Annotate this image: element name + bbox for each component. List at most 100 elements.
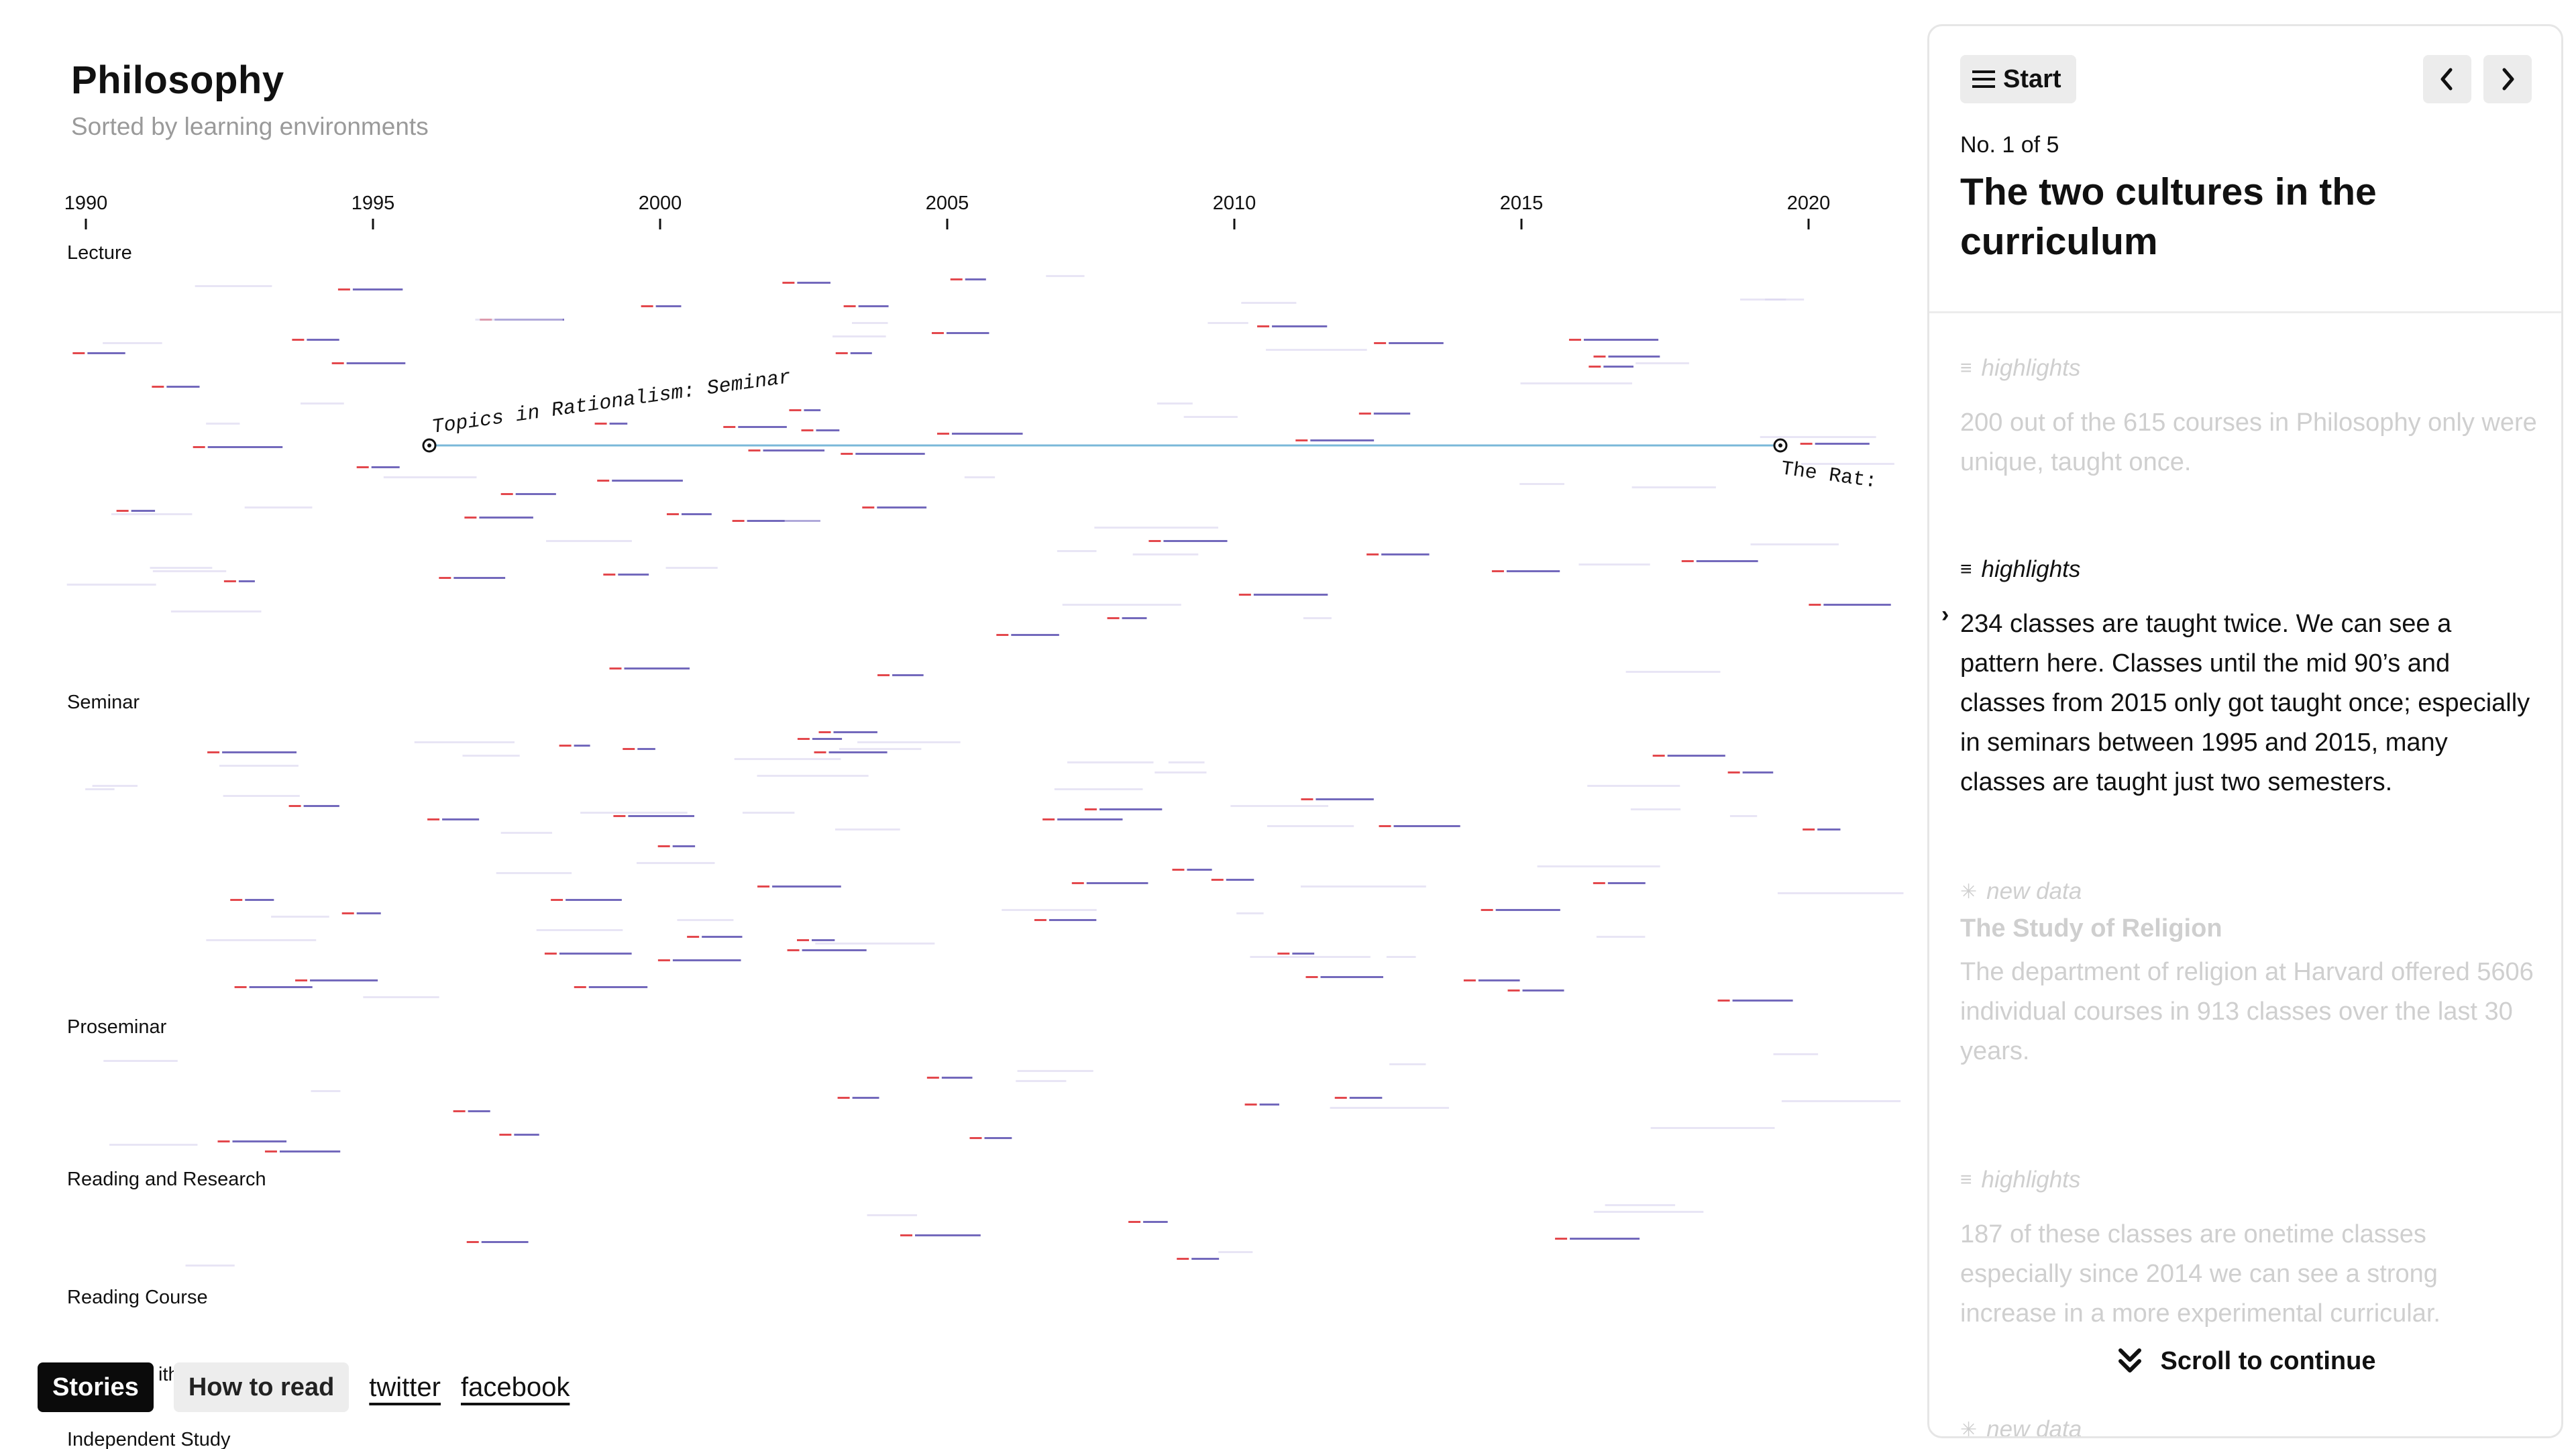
course-segment <box>815 943 935 945</box>
course-segment <box>1379 825 1460 827</box>
highlight-label-start: Topics in Rationalism: Seminar <box>431 366 793 439</box>
course-segment <box>657 845 696 847</box>
highlighted-course[interactable]: Topics in Rationalism: Seminar The Rat: <box>422 366 1878 494</box>
course-segment <box>841 453 925 455</box>
chevron-left-icon <box>2440 68 2453 91</box>
course-segment <box>331 362 406 364</box>
scroll-to-continue[interactable]: Scroll to continue <box>1929 1346 2561 1376</box>
double-chevron-down-icon <box>2118 1348 2141 1373</box>
course-segment <box>1017 1070 1093 1072</box>
course-segment <box>1537 865 1660 867</box>
course-segment <box>195 285 272 287</box>
course-segment <box>784 520 820 522</box>
course-segment <box>363 996 439 998</box>
course-segment <box>996 634 1059 636</box>
course-segment <box>969 1137 1012 1139</box>
story-item[interactable]: ✳ new data <box>1960 1416 2537 1436</box>
course-segment <box>244 506 313 508</box>
course-segment <box>551 899 622 901</box>
course-segment <box>1801 463 1894 465</box>
course-segment <box>609 667 690 669</box>
course-segment <box>536 929 623 931</box>
course-segment <box>1800 443 1870 445</box>
course-segment <box>223 580 255 582</box>
course-segment <box>1491 570 1560 572</box>
story-item[interactable]: ✳ new data The Study of Religion The depa… <box>1960 878 2537 1071</box>
course-segment <box>797 939 835 941</box>
course-segment <box>1295 439 1375 441</box>
course-segment <box>623 748 655 750</box>
highlights-icon: ≡ <box>1960 357 1972 379</box>
course-segment <box>414 741 515 743</box>
course-segment <box>1681 560 1758 562</box>
highlights-icon: ≡ <box>1960 1169 1972 1191</box>
how-to-read-button[interactable]: How to read <box>173 1362 350 1412</box>
course-segment <box>1625 671 1721 673</box>
course-segments <box>66 275 1904 1267</box>
course-segment <box>453 1110 490 1112</box>
story-item-active[interactable]: ≡ highlights 234 classes are taught twice… <box>1960 556 2537 802</box>
course-segment <box>843 305 889 307</box>
new-data-icon: ✳ <box>1960 880 1978 903</box>
item-tag: ≡ highlights <box>1960 1167 2081 1193</box>
course-segment <box>1578 564 1650 566</box>
course-segment <box>116 510 156 512</box>
group-label-proseminar: Proseminar <box>67 1016 167 1038</box>
story-item[interactable]: ≡ highlights 187 of these classes are one… <box>1960 1167 2537 1334</box>
course-segment <box>687 936 743 938</box>
course-segment <box>383 476 477 478</box>
next-story-button[interactable] <box>2483 55 2532 103</box>
course-segment <box>311 1090 341 1092</box>
course-segment <box>1507 989 1564 991</box>
course-segment <box>1631 486 1716 488</box>
page-subtitle: Sorted by learning environments <box>71 113 429 140</box>
course-segment <box>206 423 240 425</box>
course-segment <box>1593 882 1646 884</box>
course-segment <box>641 305 682 307</box>
item-tag: ≡ highlights <box>1960 355 2081 381</box>
course-segment <box>341 912 381 914</box>
course-segment <box>787 949 867 951</box>
highlights-icon: ≡ <box>1960 558 1972 580</box>
axis-year-label: 2015 <box>1500 193 1544 214</box>
timeline-chart[interactable]: 1990 1995 2000 2005 2010 2015 2020 Topics in R… <box>0 0 1919 1449</box>
course-segment <box>462 755 520 757</box>
course-segment <box>185 1265 235 1267</box>
course-segment <box>835 352 872 354</box>
course-segment <box>1183 416 1238 418</box>
course-segment <box>1630 808 1681 810</box>
course-segment <box>234 986 313 988</box>
course-segment <box>288 805 339 807</box>
course-segment <box>1107 617 1147 619</box>
course-segment <box>1301 798 1374 800</box>
course-segment <box>1277 953 1315 955</box>
course-segment <box>217 1140 287 1142</box>
course-segment <box>1230 805 1329 807</box>
item-text: 234 classes are taught twice. We can see… <box>1960 610 2530 796</box>
course-segment <box>1155 771 1207 773</box>
course-segment <box>580 812 688 814</box>
course-segment <box>926 1077 973 1079</box>
story-panel: Start No. 1 of 5 The two cultures in the… <box>1927 24 2563 1438</box>
stories-button[interactable]: Stories <box>38 1362 154 1412</box>
facebook-link[interactable]: facebook <box>460 1372 570 1402</box>
course-segment <box>1650 1127 1775 1129</box>
course-segment <box>1148 540 1228 542</box>
course-segment <box>1593 1211 1704 1213</box>
course-segment <box>1054 788 1143 790</box>
course-segment <box>734 758 841 760</box>
course-segment <box>301 402 344 405</box>
previous-story-button[interactable] <box>2423 55 2471 103</box>
course-segment <box>1781 1100 1901 1102</box>
course-segment <box>613 815 694 817</box>
scroll-label: Scroll to continue <box>2160 1346 2376 1375</box>
course-segment <box>1330 1107 1449 1109</box>
item-text: The department of religion at Harvard of… <box>1960 958 2534 1065</box>
course-segment <box>1389 1063 1426 1065</box>
story-item[interactable]: ≡ highlights 200 out of the 615 courses i… <box>1960 355 2537 482</box>
course-segment <box>1016 1080 1067 1082</box>
start-button[interactable]: Start <box>1960 55 2076 103</box>
twitter-link[interactable]: twitter <box>369 1372 441 1402</box>
story-title: The two cultures in the curriculum <box>1960 170 2377 263</box>
course-segment <box>782 282 830 284</box>
